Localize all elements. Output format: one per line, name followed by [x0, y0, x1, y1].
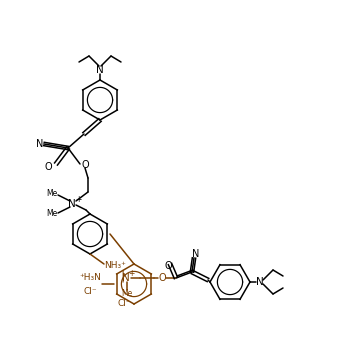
Text: Me: Me — [46, 189, 58, 199]
Text: Cl⁻: Cl⁻ — [83, 287, 97, 296]
Text: NH₃⁺: NH₃⁺ — [104, 260, 126, 270]
Text: O: O — [158, 273, 166, 283]
Text: N: N — [96, 65, 104, 75]
Text: N: N — [122, 273, 130, 283]
Text: N: N — [68, 199, 76, 209]
Text: +: + — [128, 269, 134, 277]
Text: N: N — [256, 277, 264, 287]
Text: O: O — [44, 162, 52, 172]
Text: N: N — [36, 139, 44, 149]
Text: O: O — [81, 160, 89, 170]
Text: |: | — [120, 270, 124, 283]
Text: ⁺H₃N: ⁺H₃N — [79, 273, 101, 283]
Text: N: N — [192, 249, 200, 259]
Text: Me: Me — [46, 210, 58, 218]
Text: +: + — [75, 194, 81, 203]
Text: Cl⁻: Cl⁻ — [117, 299, 131, 308]
Text: Me: Me — [121, 289, 133, 298]
Text: O: O — [164, 261, 172, 271]
